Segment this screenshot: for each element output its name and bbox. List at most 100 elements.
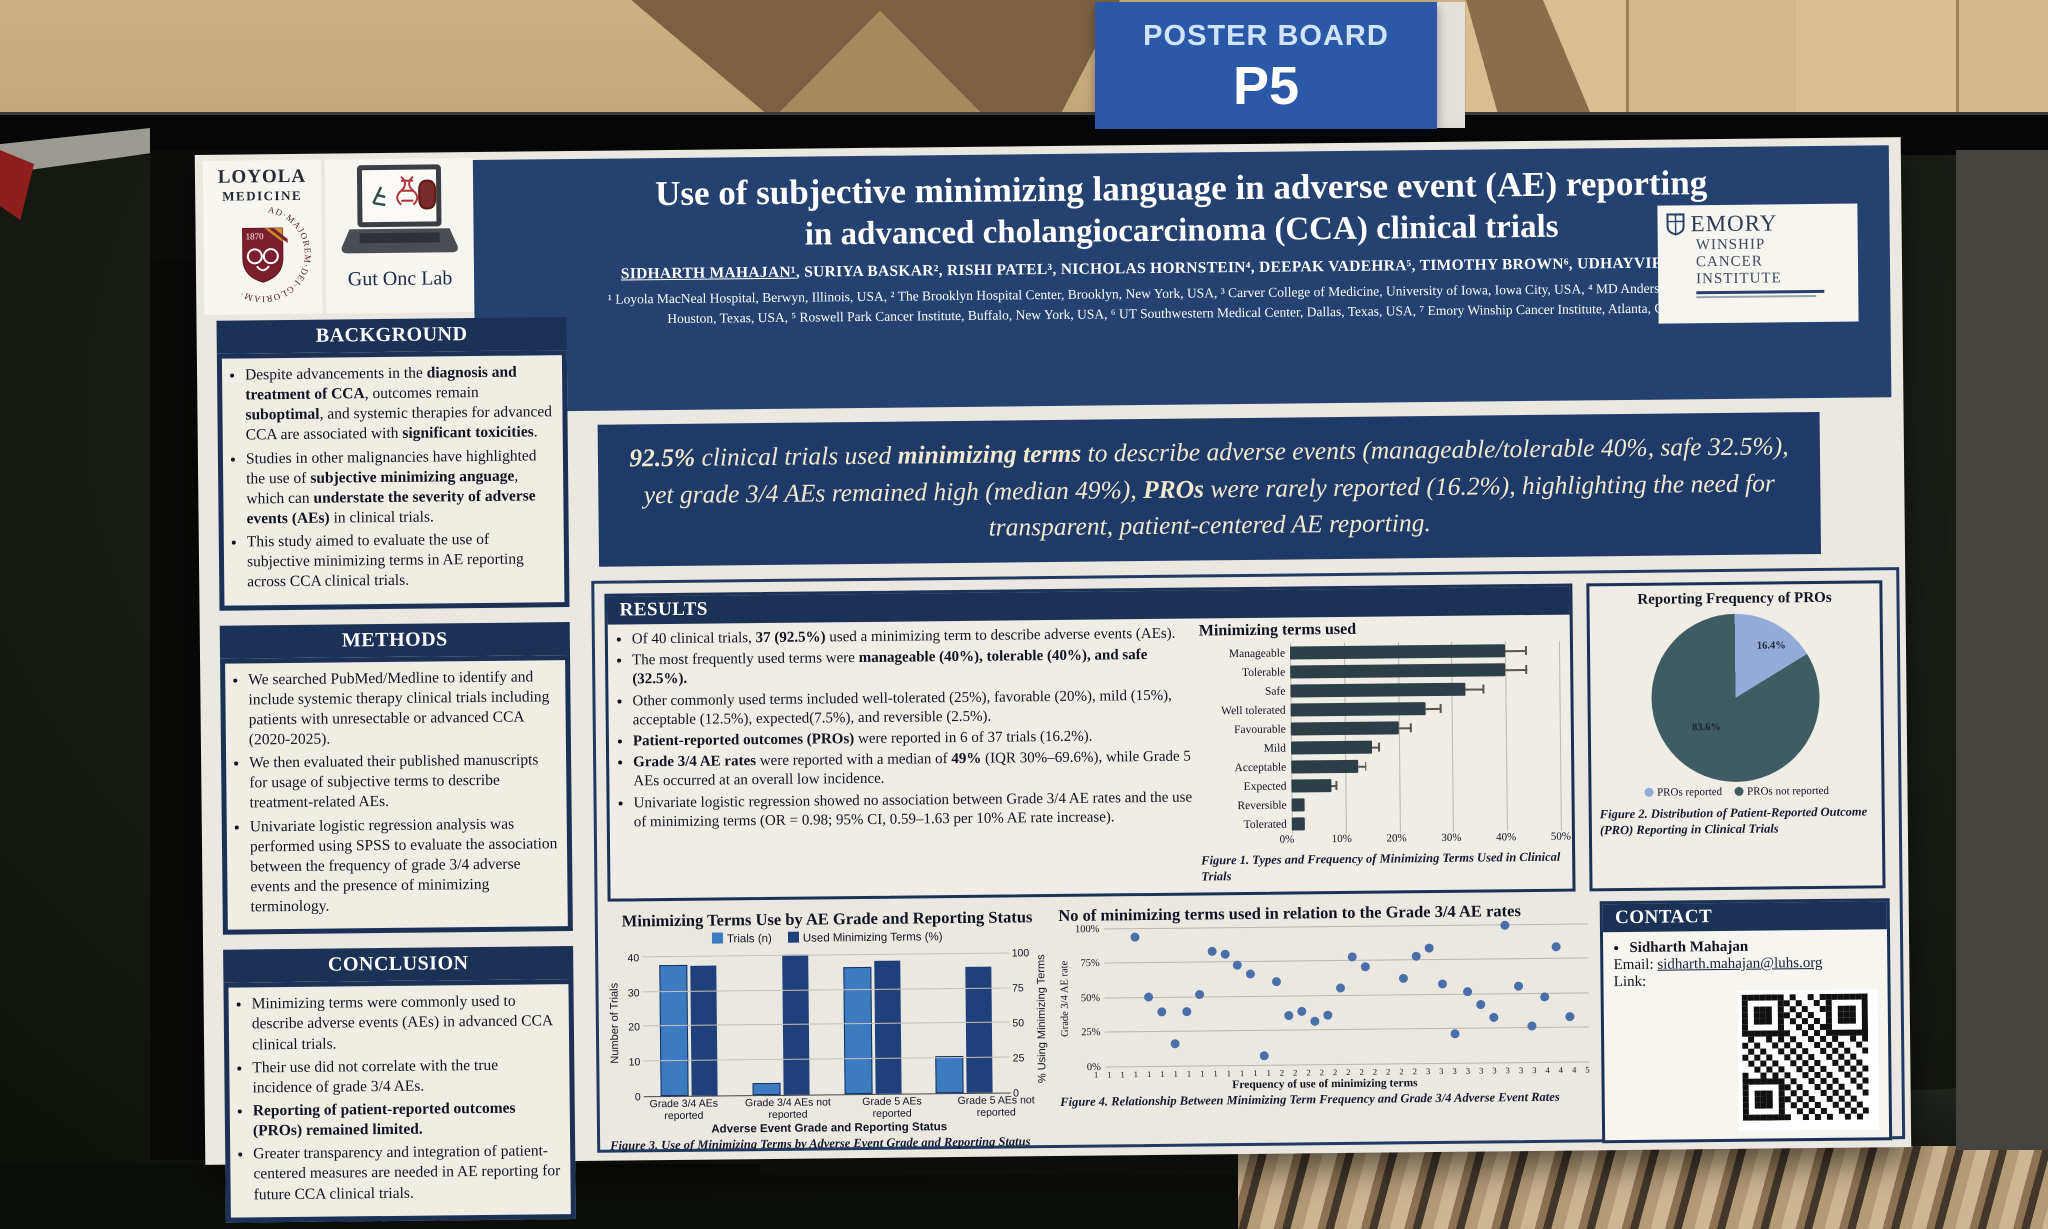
figure-3-title: Minimizing Terms Use by AE Grade and Rep…: [621, 907, 1033, 931]
figure-3-grouped-bar-chart: Minimizing Terms Use by AE Grade and Rep…: [608, 907, 1049, 1154]
figure-3-caption: Figure 3. Use of Minimizing Terms by Adv…: [610, 1134, 1031, 1153]
fig3-left-ticks: 0 10 20 30 40: [627, 952, 641, 1104]
bar: [1290, 663, 1506, 679]
data-point: [1195, 990, 1205, 1000]
legend-item: PROs not reported: [1734, 785, 1829, 798]
legend-dot-icon: [1734, 786, 1744, 796]
emory-winship-logo: EMORY WINSHIP CANCER INSTITUTE: [1657, 203, 1859, 324]
figure-4-caption: Figure 4. Relationship Between Minimizin…: [1060, 1089, 1560, 1109]
bar-group: [934, 945, 993, 1094]
bar: [1290, 682, 1466, 698]
fig4-plot: [1103, 920, 1590, 1068]
bullet-item: Minimizing terms were commonly used to d…: [252, 991, 562, 1055]
data-point: [1130, 932, 1140, 942]
bar: [1289, 644, 1506, 660]
bullet-item: Univariate logistic regression showed no…: [633, 788, 1192, 832]
svg-text:1870: 1870: [246, 231, 265, 241]
figure-4-scatter-plot: No of minimizing terms used in relation …: [1058, 901, 1590, 1149]
bullet-item: The most frequently used terms were mana…: [632, 646, 1191, 690]
bar: [1291, 798, 1306, 812]
bar-group: [659, 948, 718, 1097]
conclusion-bullets: Minimizing terms were commonly used to d…: [235, 991, 563, 1205]
research-poster: LOYOLA MEDICINE AD·MAJOREM·DEI·GLORIAM· …: [194, 137, 1912, 1223]
figure-1-bar-chart: Minimizing terms used Manageable Tolerabl…: [1193, 615, 1571, 889]
bullet-item: We searched PubMed/Medline to identify a…: [248, 667, 558, 751]
bar-group: [842, 946, 902, 1095]
methods-section: METHODS We searched PubMed/Medline to id…: [219, 621, 573, 935]
data-point: [1157, 1007, 1167, 1017]
sign-board-number: P5: [1232, 56, 1300, 116]
error-bar: [1505, 669, 1527, 671]
legend-swatch-icon: [711, 932, 723, 944]
pie: [1650, 612, 1821, 783]
loyola-medicine: MEDICINE: [222, 187, 303, 204]
bar: [1290, 702, 1426, 717]
bar-group: [751, 947, 810, 1096]
data-point: [1144, 992, 1154, 1002]
data-point: [1271, 976, 1281, 987]
qr-code: [1737, 989, 1880, 1131]
data-point: [1207, 947, 1217, 957]
bullet-item: Reporting of patient-reported outcomes (…: [253, 1098, 562, 1142]
data-point: [1335, 983, 1345, 993]
data-point: [1360, 962, 1370, 972]
key-finding-banner: 92.5% clinical trials used minimizing te…: [597, 411, 1822, 567]
fig3-right-ticks: 0 25 50 75 100: [1011, 947, 1030, 1100]
error-bar: [1358, 765, 1367, 768]
bar: [1291, 779, 1332, 793]
figure-1-caption: Figure 1. Types and Frequency of Minimiz…: [1201, 849, 1561, 884]
emory-name: EMORY: [1690, 210, 1778, 237]
gut-onc-lab-label: Gut Onc Lab: [347, 267, 453, 291]
emory-smallprint: [1696, 295, 1817, 299]
data-point: [1450, 1028, 1460, 1038]
bar: [752, 1082, 781, 1096]
legend-item: Used Minimizing Terms (%): [787, 930, 943, 945]
emory-shield-icon: [1666, 213, 1685, 236]
lead-author: SIDHARTH MAHAJAN¹: [620, 263, 796, 283]
data-point: [1463, 987, 1473, 997]
data-point: [1284, 1011, 1294, 1021]
fig3-categories: Grade 3/4 AEs reported Grade 3/4 AEs not …: [649, 1094, 1035, 1122]
emory-cancer: CANCER: [1695, 253, 1763, 271]
data-point: [1551, 942, 1562, 952]
loyola-name: LOYOLA: [217, 165, 307, 188]
coauthors: , SURIYA BASKAR², RISHI PATEL³, NICHOLAS…: [795, 253, 1744, 281]
bar: [659, 965, 689, 1097]
error-bar: [1425, 707, 1442, 710]
data-point: [1500, 920, 1510, 930]
bullet-item: Greater transparency and integration of …: [253, 1141, 563, 1205]
data-point: [1514, 981, 1524, 991]
error-bar: [1465, 688, 1485, 691]
methods-header: METHODS: [219, 621, 571, 659]
bar: [965, 967, 993, 1093]
legend-swatch-icon: [787, 931, 799, 943]
data-point: [1399, 974, 1409, 984]
bar: [1291, 759, 1359, 774]
poster-board-sign: POSTER BOARD P5: [1095, 2, 1437, 129]
conclusion-section: CONCLUSION Minimizing terms were commonl…: [223, 946, 576, 1223]
error-bar: [1505, 650, 1527, 652]
data-point: [1565, 1012, 1575, 1022]
figure-2-title: Reporting Frequency of PROs: [1637, 589, 1832, 608]
fig1-rows: Manageable Tolerable Safe Well tolerated Fav…: [1199, 640, 1562, 835]
data-point: [1411, 952, 1421, 962]
background-header: BACKGROUND: [216, 317, 567, 354]
contact-link-label: Link:: [1613, 973, 1647, 991]
affiliations: ¹ Loyola MacNeal Hospital, Berwyn, Illin…: [607, 279, 1757, 326]
bullet-item: Their use did not correlate with the tru…: [252, 1055, 561, 1099]
emory-institute: INSTITUTE: [1696, 269, 1782, 287]
bar: [873, 960, 902, 1094]
left-column: BACKGROUND Despite advancements in the d…: [216, 317, 576, 1229]
bar: [1290, 740, 1372, 755]
data-point: [1297, 1007, 1307, 1017]
error-bar: [1398, 727, 1412, 729]
data-point: [1246, 968, 1256, 979]
main-panel: RESULTS Of 40 clinical trials, 37 (92.5%…: [591, 567, 1906, 1154]
data-point: [1437, 979, 1447, 989]
background-bullets: Despite advancements in the diagnosis an…: [228, 362, 556, 593]
data-point: [1220, 949, 1230, 959]
figure-1-title: Minimizing terms used: [1198, 620, 1357, 640]
bullet-item: Other commonly used terms included well-…: [632, 686, 1191, 730]
laptop-icon: [341, 164, 458, 254]
email-link[interactable]: sidharth.mahajan@luhs.org: [1657, 954, 1823, 973]
